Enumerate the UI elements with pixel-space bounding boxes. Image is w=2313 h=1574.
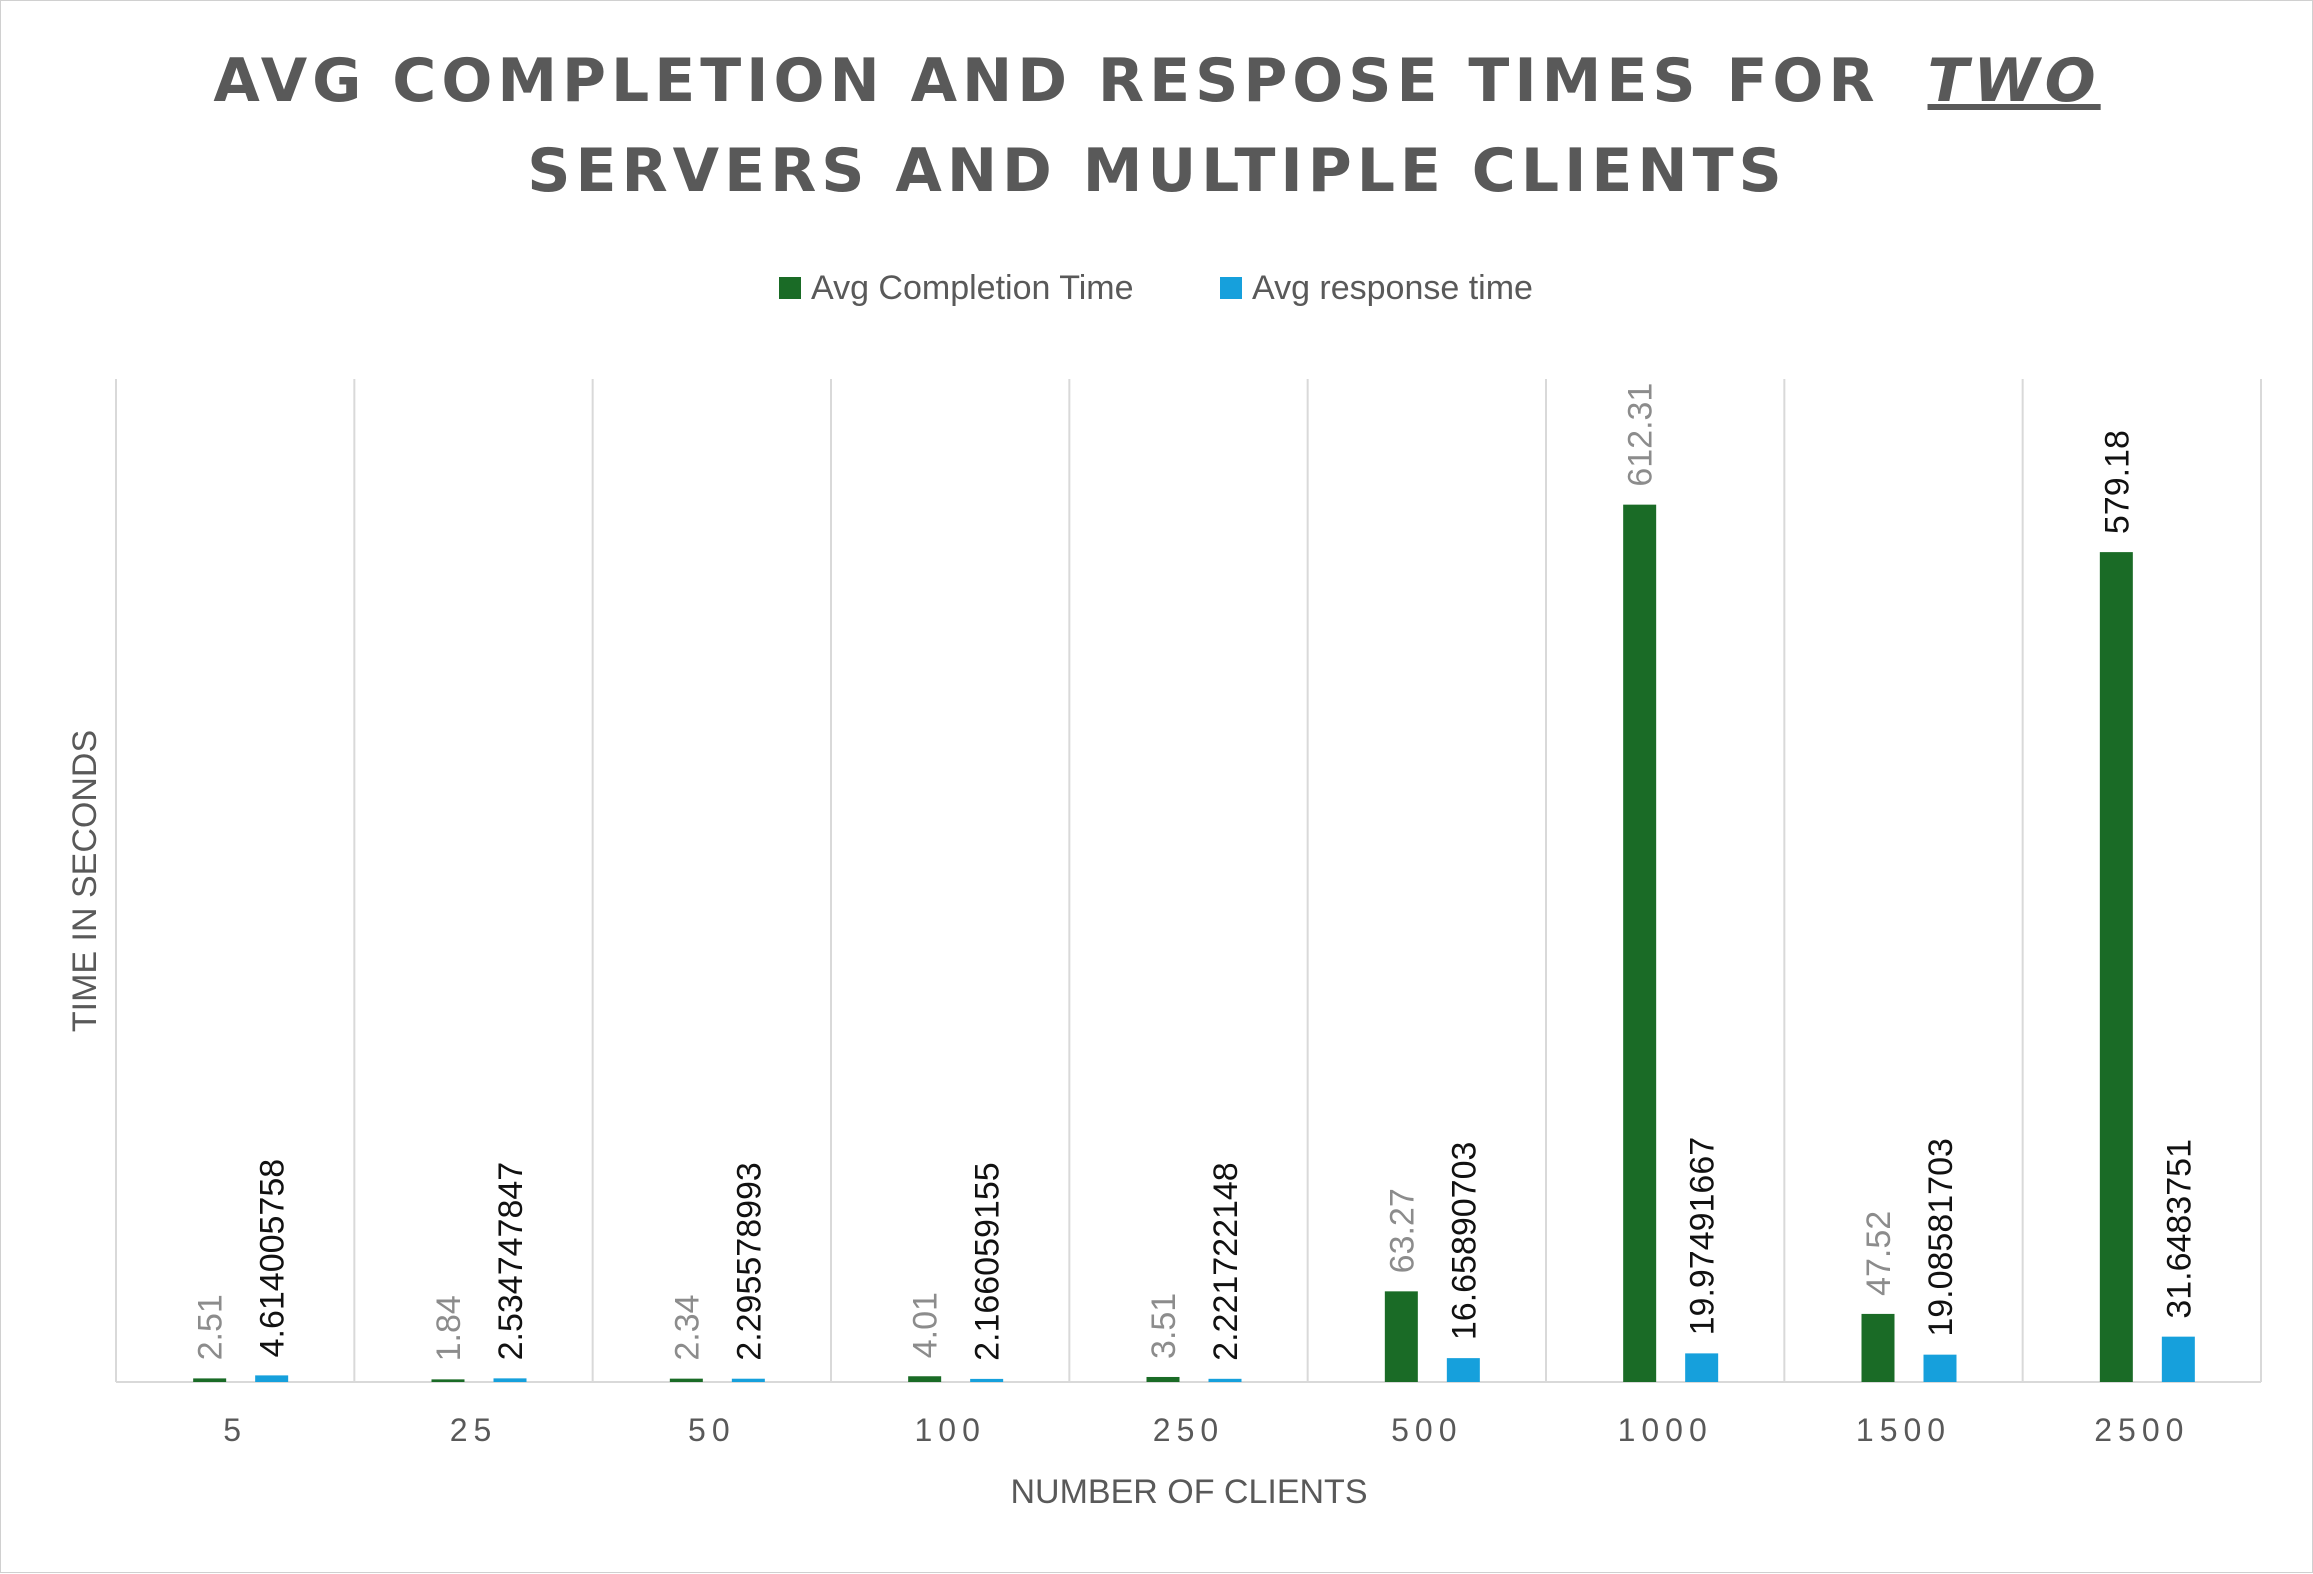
x-tick-label: 250 bbox=[1153, 1412, 1224, 1448]
gridlines bbox=[115, 379, 2262, 1383]
x-tick-label: 25 bbox=[450, 1412, 498, 1448]
data-label: 612.31 bbox=[1622, 383, 1660, 487]
bar bbox=[1384, 1291, 1418, 1382]
data-label: 2.34 bbox=[668, 1294, 706, 1360]
bar bbox=[193, 1378, 227, 1382]
chart-title-line2: SERVERS AND MULTIPLE CLIENTS bbox=[527, 136, 1786, 206]
bar bbox=[255, 1375, 289, 1382]
chart-title-line1: AVG COMPLETION AND RESPOSE TIMES FOR TWO bbox=[213, 46, 2100, 116]
x-tick-label: 1000 bbox=[1618, 1412, 1713, 1448]
data-label: 19.08581703 bbox=[1922, 1138, 1960, 1337]
y-axis-label: TIME IN SECONDS bbox=[66, 730, 104, 1032]
legend-label: Avg Completion Time bbox=[811, 269, 1134, 307]
legend-label: Avg response time bbox=[1252, 269, 1533, 307]
bar bbox=[1685, 1353, 1719, 1382]
bars bbox=[193, 504, 2195, 1383]
bar bbox=[1923, 1354, 1957, 1382]
data-label: 1.84 bbox=[430, 1295, 468, 1361]
data-label: 19.97491667 bbox=[1684, 1137, 1722, 1336]
bar bbox=[669, 1378, 703, 1382]
bar bbox=[908, 1376, 942, 1382]
bar bbox=[431, 1379, 465, 1382]
x-tick-label: 50 bbox=[688, 1412, 736, 1448]
x-tick-labels: 5 25 50 100 250 500 1000 1500 2500 bbox=[223, 1412, 2189, 1448]
x-tick-label: 5 bbox=[223, 1412, 247, 1448]
x-tick-label: 100 bbox=[914, 1412, 985, 1448]
legend-swatch bbox=[779, 277, 801, 299]
chart-title-line1-prefix: AVG COMPLETION AND RESPOSE TIMES FOR bbox=[213, 46, 1879, 116]
bar bbox=[970, 1378, 1004, 1382]
data-label: 47.52 bbox=[1860, 1211, 1898, 1296]
bar bbox=[1208, 1378, 1242, 1382]
x-axis-label: NUMBER OF CLIENTS bbox=[1010, 1473, 1367, 1511]
legend-swatch bbox=[1220, 277, 1242, 299]
bar bbox=[1623, 504, 1657, 1383]
data-label: 2.221722148 bbox=[1207, 1162, 1245, 1361]
bar bbox=[1861, 1313, 1895, 1382]
bar bbox=[731, 1378, 765, 1382]
data-labels: 2.51 1.84 2.34 4.01 3.51 63.27 612.31 47.52 579.… bbox=[192, 383, 2199, 1362]
data-label: 4.01 bbox=[907, 1292, 945, 1358]
data-label: 2.51 bbox=[192, 1294, 230, 1360]
data-label: 579.18 bbox=[2098, 430, 2136, 534]
bar bbox=[1146, 1376, 1180, 1382]
data-label: 31.6483751 bbox=[2160, 1139, 2198, 1319]
data-label: 2.166059155 bbox=[969, 1162, 1007, 1361]
data-label: 2.295578993 bbox=[730, 1162, 768, 1361]
bar bbox=[493, 1378, 527, 1382]
data-label: 63.27 bbox=[1383, 1188, 1421, 1273]
bar bbox=[2161, 1336, 2195, 1382]
x-tick-label: 2500 bbox=[2094, 1412, 2189, 1448]
x-tick-label: 500 bbox=[1391, 1412, 1462, 1448]
data-label: 16.65890703 bbox=[1445, 1142, 1483, 1341]
bar bbox=[1446, 1358, 1480, 1382]
chart-title: AVG COMPLETION AND RESPOSE TIMES FOR TWO… bbox=[213, 46, 2100, 206]
data-label: 2.534747847 bbox=[492, 1162, 530, 1361]
x-tick-label: 1500 bbox=[1856, 1412, 1951, 1448]
chart-legend: Avg Completion Time Avg response time bbox=[779, 269, 1533, 307]
data-label: 4.614005758 bbox=[254, 1159, 292, 1358]
bar bbox=[2099, 552, 2133, 1382]
data-label: 3.51 bbox=[1145, 1293, 1183, 1359]
chart-title-emphasis: TWO bbox=[1928, 46, 2101, 116]
